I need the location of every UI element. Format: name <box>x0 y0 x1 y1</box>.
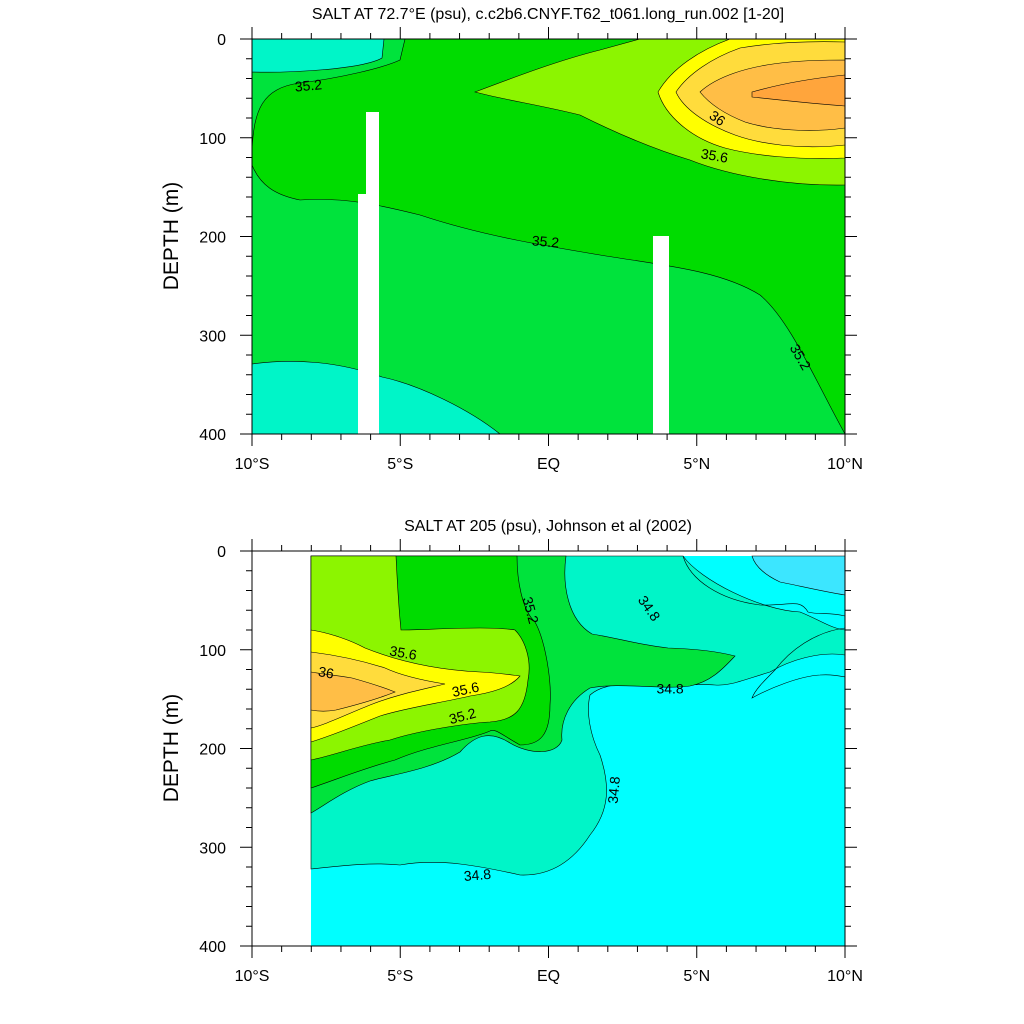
missing-data-column <box>653 236 669 434</box>
fill-36.2-36.4 <box>751 74 845 107</box>
contour-label: 35.2 <box>531 232 560 250</box>
x-tick-label: 5°S <box>387 456 413 473</box>
contour-34.6 <box>682 555 845 617</box>
contour-label: 35.6 <box>450 679 480 700</box>
panel-2-y-axis-label: DEPTH (m) <box>160 694 183 803</box>
panel-1-title: SALT AT 72.7°E (psu), c.c2b6.CNYF.T62_t0… <box>312 6 784 23</box>
contour-label: 35.2 <box>447 705 478 728</box>
y-tick-label: 300 <box>199 328 226 345</box>
panel-2-plot-area <box>310 555 845 946</box>
contour-label: 35.2 <box>294 76 323 94</box>
panel-1-plot-area <box>252 39 845 434</box>
y-tick-label: 200 <box>199 230 226 247</box>
x-tick-label: 5°N <box>683 456 710 473</box>
panel-1-axes: 10°S 5°S EQ 5°N 10°N 0 100 200 300 400 <box>199 27 863 473</box>
x-tick-label: EQ <box>537 968 560 985</box>
y-tick-label: 400 <box>199 939 226 956</box>
y-tick-label: 300 <box>199 840 226 857</box>
missing-data-column <box>366 112 379 196</box>
missing-data-column <box>358 194 379 434</box>
contour-label: 34.8 <box>656 680 683 696</box>
contour-label: 35.6 <box>700 145 730 166</box>
x-tick-label: 10°S <box>235 968 270 985</box>
contour-label: 34.8 <box>605 775 623 804</box>
panel-2-axes: 10°S 5°S EQ 5°N 10°N 0 100 200 300 400 <box>199 539 863 985</box>
x-tick-label: 10°N <box>827 968 863 985</box>
contour-label: 34.8 <box>463 866 492 884</box>
contour-label: 35.6 <box>388 642 418 663</box>
y-tick-label: 100 <box>199 131 226 148</box>
x-tick-label: 5°N <box>683 968 710 985</box>
panel-2-title: SALT AT 205 (psu), Johnson et al (2002) <box>404 518 692 535</box>
x-tick-label: 5°S <box>387 968 413 985</box>
y-tick-label: 0 <box>217 544 226 561</box>
x-tick-label: 10°S <box>235 456 270 473</box>
contour-34.6 <box>751 627 845 699</box>
contour-label: 35.2 <box>519 595 542 626</box>
contour-label: 36 <box>317 663 335 681</box>
panel-2: SALT AT 205 (psu), Johnson et al (2002) … <box>160 518 863 985</box>
y-tick-label: 400 <box>199 427 226 444</box>
y-tick-label: 100 <box>199 643 226 660</box>
x-tick-label: 10°N <box>827 456 863 473</box>
fill-<34.6 <box>751 555 845 596</box>
fill-36.0-36.2 <box>310 671 396 712</box>
panel-1: SALT AT 72.7°E (psu), c.c2b6.CNYF.T62_t0… <box>160 6 863 473</box>
y-tick-label: 200 <box>199 742 226 759</box>
x-tick-label: EQ <box>537 456 560 473</box>
panel-1-y-axis-label: DEPTH (m) <box>160 182 183 291</box>
y-tick-label: 0 <box>217 32 226 49</box>
